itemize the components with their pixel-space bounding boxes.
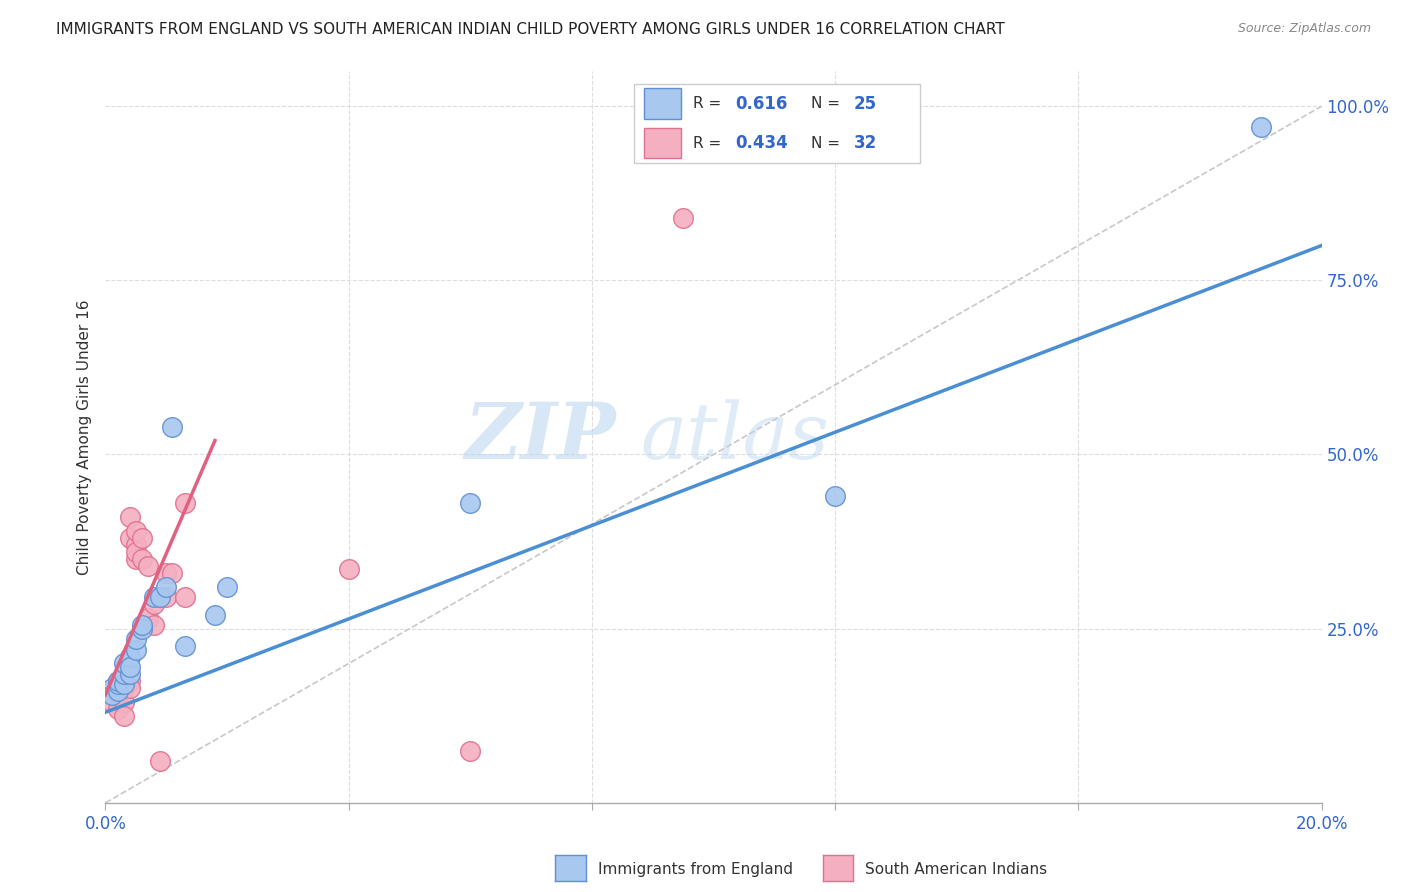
Point — [100, 688, 122, 702]
FancyBboxPatch shape — [644, 88, 681, 119]
Point — [125, 545, 148, 559]
Point — [131, 531, 153, 545]
Point — [107, 673, 129, 688]
Text: 0.434: 0.434 — [735, 134, 789, 152]
Point — [125, 632, 148, 646]
Point — [112, 708, 135, 723]
Point — [458, 496, 481, 510]
Point — [125, 552, 148, 566]
Y-axis label: Child Poverty Among Girls Under 16: Child Poverty Among Girls Under 16 — [76, 300, 91, 574]
Point — [100, 695, 122, 709]
Point — [107, 702, 129, 716]
Point — [112, 677, 135, 691]
Point — [112, 657, 135, 671]
Point — [112, 667, 135, 681]
Point — [100, 688, 122, 702]
Point — [149, 754, 172, 768]
Point — [125, 642, 148, 657]
Point — [136, 611, 159, 625]
Point — [162, 566, 184, 580]
Point — [143, 591, 166, 605]
Text: R =: R = — [693, 96, 725, 111]
Point — [173, 639, 195, 653]
Point — [155, 580, 177, 594]
Point — [107, 673, 129, 688]
Text: N =: N = — [811, 136, 845, 151]
Point — [824, 489, 846, 503]
Point — [107, 684, 129, 698]
Point — [112, 695, 135, 709]
Point — [173, 496, 195, 510]
Point — [125, 538, 148, 552]
FancyBboxPatch shape — [634, 84, 921, 162]
Text: 32: 32 — [853, 134, 877, 152]
Point — [143, 618, 166, 632]
Point — [118, 681, 141, 695]
Point — [672, 211, 695, 225]
Point — [100, 684, 122, 698]
Point — [118, 667, 141, 681]
Point — [173, 591, 195, 605]
Text: 25: 25 — [853, 95, 876, 112]
Point — [458, 743, 481, 757]
Point — [107, 688, 129, 702]
Point — [118, 660, 141, 674]
Point — [162, 419, 184, 434]
Point — [131, 552, 153, 566]
Point — [112, 681, 135, 695]
Text: South American Indians: South American Indians — [865, 863, 1047, 877]
Point — [131, 618, 153, 632]
Point — [155, 566, 177, 580]
Point — [100, 681, 122, 695]
Text: Immigrants from England: Immigrants from England — [598, 863, 793, 877]
Point — [125, 524, 148, 538]
Point — [337, 562, 360, 576]
Point — [136, 558, 159, 573]
Point — [118, 531, 141, 545]
Point — [143, 597, 166, 611]
Point — [118, 649, 141, 664]
Text: atlas: atlas — [641, 399, 830, 475]
Text: ZIP: ZIP — [464, 399, 616, 475]
Point — [1250, 120, 1272, 134]
Point — [107, 677, 129, 691]
FancyBboxPatch shape — [644, 128, 681, 159]
Point — [131, 622, 153, 636]
Text: IMMIGRANTS FROM ENGLAND VS SOUTH AMERICAN INDIAN CHILD POVERTY AMONG GIRLS UNDER: IMMIGRANTS FROM ENGLAND VS SOUTH AMERICA… — [56, 22, 1005, 37]
Point — [118, 673, 141, 688]
Point — [155, 591, 177, 605]
Text: Source: ZipAtlas.com: Source: ZipAtlas.com — [1237, 22, 1371, 36]
Text: N =: N = — [811, 96, 845, 111]
Text: 0.616: 0.616 — [735, 95, 787, 112]
Point — [204, 607, 226, 622]
Text: R =: R = — [693, 136, 725, 151]
Point — [149, 591, 172, 605]
Point — [118, 510, 141, 524]
Point — [217, 580, 239, 594]
